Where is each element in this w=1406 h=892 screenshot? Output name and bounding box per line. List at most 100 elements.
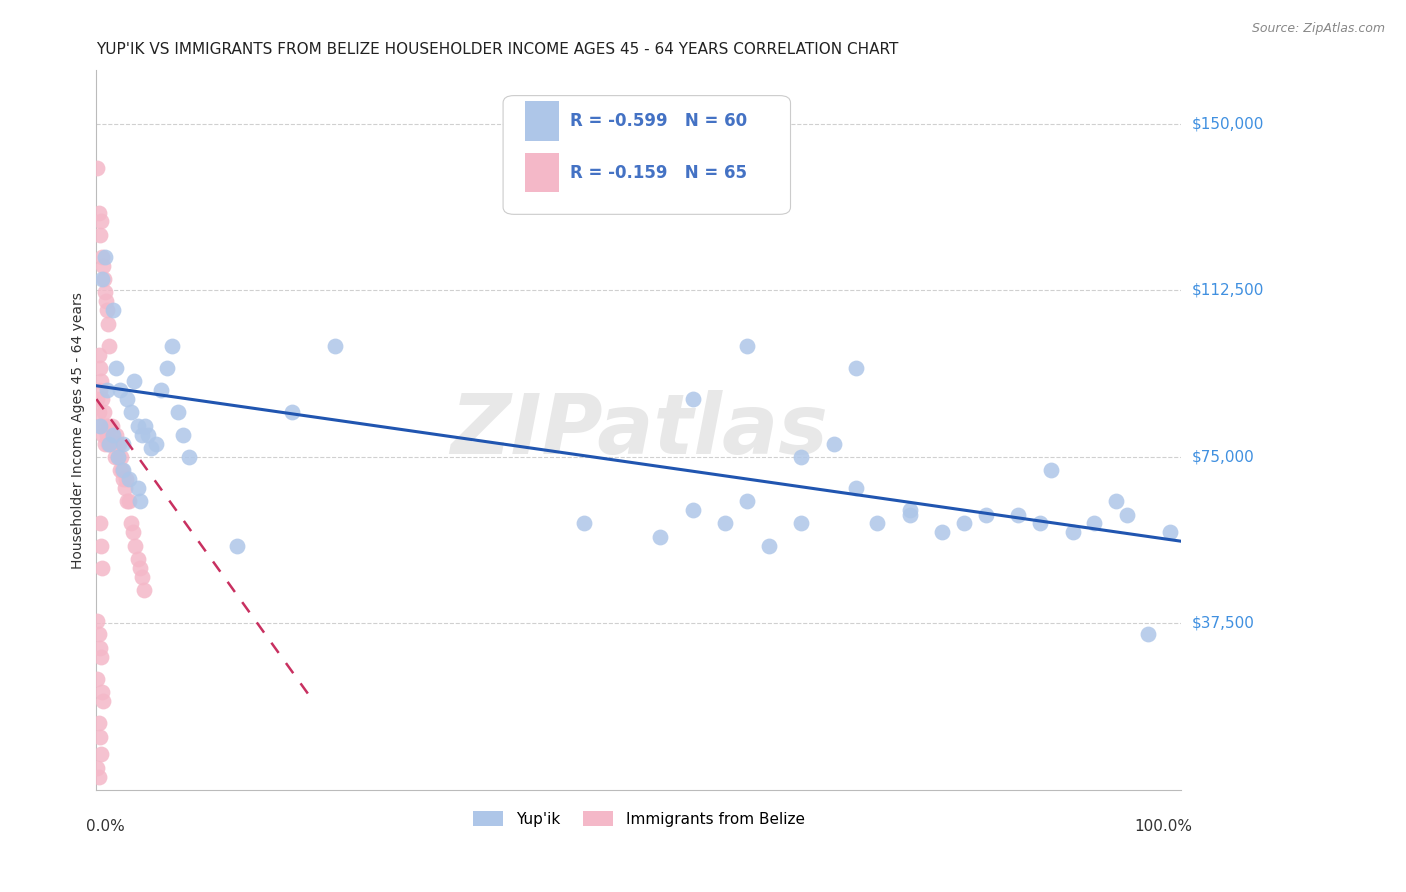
Point [898, 508, 921, 522]
Point [120, 405, 142, 419]
Point [172, 427, 194, 442]
Point [100, 418, 122, 433]
Point [823, 436, 845, 450]
Point [101, 303, 124, 318]
Point [96, 383, 118, 397]
Point [280, 405, 302, 419]
Point [112, 463, 135, 477]
Point [89, 640, 111, 655]
Point [87, 716, 110, 731]
Point [90, 685, 112, 699]
Point [112, 436, 135, 450]
Point [111, 463, 134, 477]
Point [104, 427, 127, 442]
Point [90, 747, 112, 762]
Point [90, 272, 112, 286]
Point [128, 494, 150, 508]
FancyBboxPatch shape [524, 153, 560, 193]
Point [89, 227, 111, 242]
Point [177, 450, 200, 464]
Point [94, 418, 117, 433]
Point [898, 503, 921, 517]
Point [124, 539, 146, 553]
Point [226, 539, 249, 553]
Point [90, 214, 112, 228]
Point [97, 317, 120, 331]
Point [790, 450, 813, 464]
Point [98, 418, 121, 433]
Point [100, 436, 122, 450]
Point [128, 561, 150, 575]
Point [1062, 525, 1084, 540]
Point [90, 539, 112, 553]
Point [758, 539, 780, 553]
Text: $112,500: $112,500 [1192, 283, 1264, 298]
Point [91, 694, 114, 708]
Point [94, 285, 117, 300]
Point [735, 339, 758, 353]
Point [104, 361, 127, 376]
Point [89, 361, 111, 376]
Point [89, 516, 111, 531]
Point [1137, 627, 1160, 641]
Point [86, 161, 108, 175]
Point [101, 427, 124, 442]
Point [124, 374, 146, 388]
Point [87, 205, 110, 219]
Point [166, 405, 188, 419]
Point [87, 770, 110, 784]
Point [101, 427, 124, 442]
Text: R = -0.599   N = 60: R = -0.599 N = 60 [571, 112, 748, 130]
Point [90, 649, 112, 664]
Y-axis label: Householder Income Ages 45 - 64 years: Householder Income Ages 45 - 64 years [72, 292, 86, 568]
Text: 100.0%: 100.0% [1133, 819, 1192, 834]
Text: ZIPatlas: ZIPatlas [450, 390, 828, 471]
Point [108, 463, 131, 477]
Point [91, 427, 114, 442]
Point [94, 436, 117, 450]
Point [108, 436, 131, 450]
Text: $150,000: $150,000 [1192, 116, 1264, 131]
Point [86, 761, 108, 775]
Point [323, 339, 346, 353]
Point [107, 450, 129, 464]
Point [103, 436, 125, 450]
Point [118, 472, 141, 486]
Point [138, 427, 160, 442]
Point [90, 561, 112, 575]
Point [931, 525, 953, 540]
Point [97, 436, 120, 450]
Text: $75,000: $75,000 [1192, 450, 1254, 465]
Point [866, 516, 889, 531]
Point [150, 383, 173, 397]
Text: Source: ZipAtlas.com: Source: ZipAtlas.com [1251, 22, 1385, 36]
Text: YUP'IK VS IMMIGRANTS FROM BELIZE HOUSEHOLDER INCOME AGES 45 - 64 YEARS CORRELATI: YUP'IK VS IMMIGRANTS FROM BELIZE HOUSEHO… [97, 42, 898, 57]
Point [108, 383, 131, 397]
Point [1105, 494, 1128, 508]
Point [1029, 516, 1052, 531]
Point [131, 570, 153, 584]
Point [118, 494, 141, 508]
Point [845, 481, 868, 495]
Point [86, 614, 108, 628]
Point [122, 525, 145, 540]
Point [132, 583, 155, 598]
Point [91, 259, 114, 273]
Point [89, 730, 111, 744]
Point [120, 516, 142, 531]
Point [974, 508, 997, 522]
Text: $37,500: $37,500 [1192, 615, 1256, 631]
Point [94, 250, 117, 264]
Point [98, 339, 121, 353]
FancyBboxPatch shape [503, 95, 790, 214]
Point [145, 436, 167, 450]
Point [131, 427, 153, 442]
Point [86, 672, 108, 686]
Point [98, 436, 121, 450]
Point [112, 472, 135, 486]
Point [93, 405, 115, 419]
Point [90, 418, 112, 433]
Point [127, 418, 149, 433]
Point [714, 516, 737, 531]
Point [162, 339, 184, 353]
